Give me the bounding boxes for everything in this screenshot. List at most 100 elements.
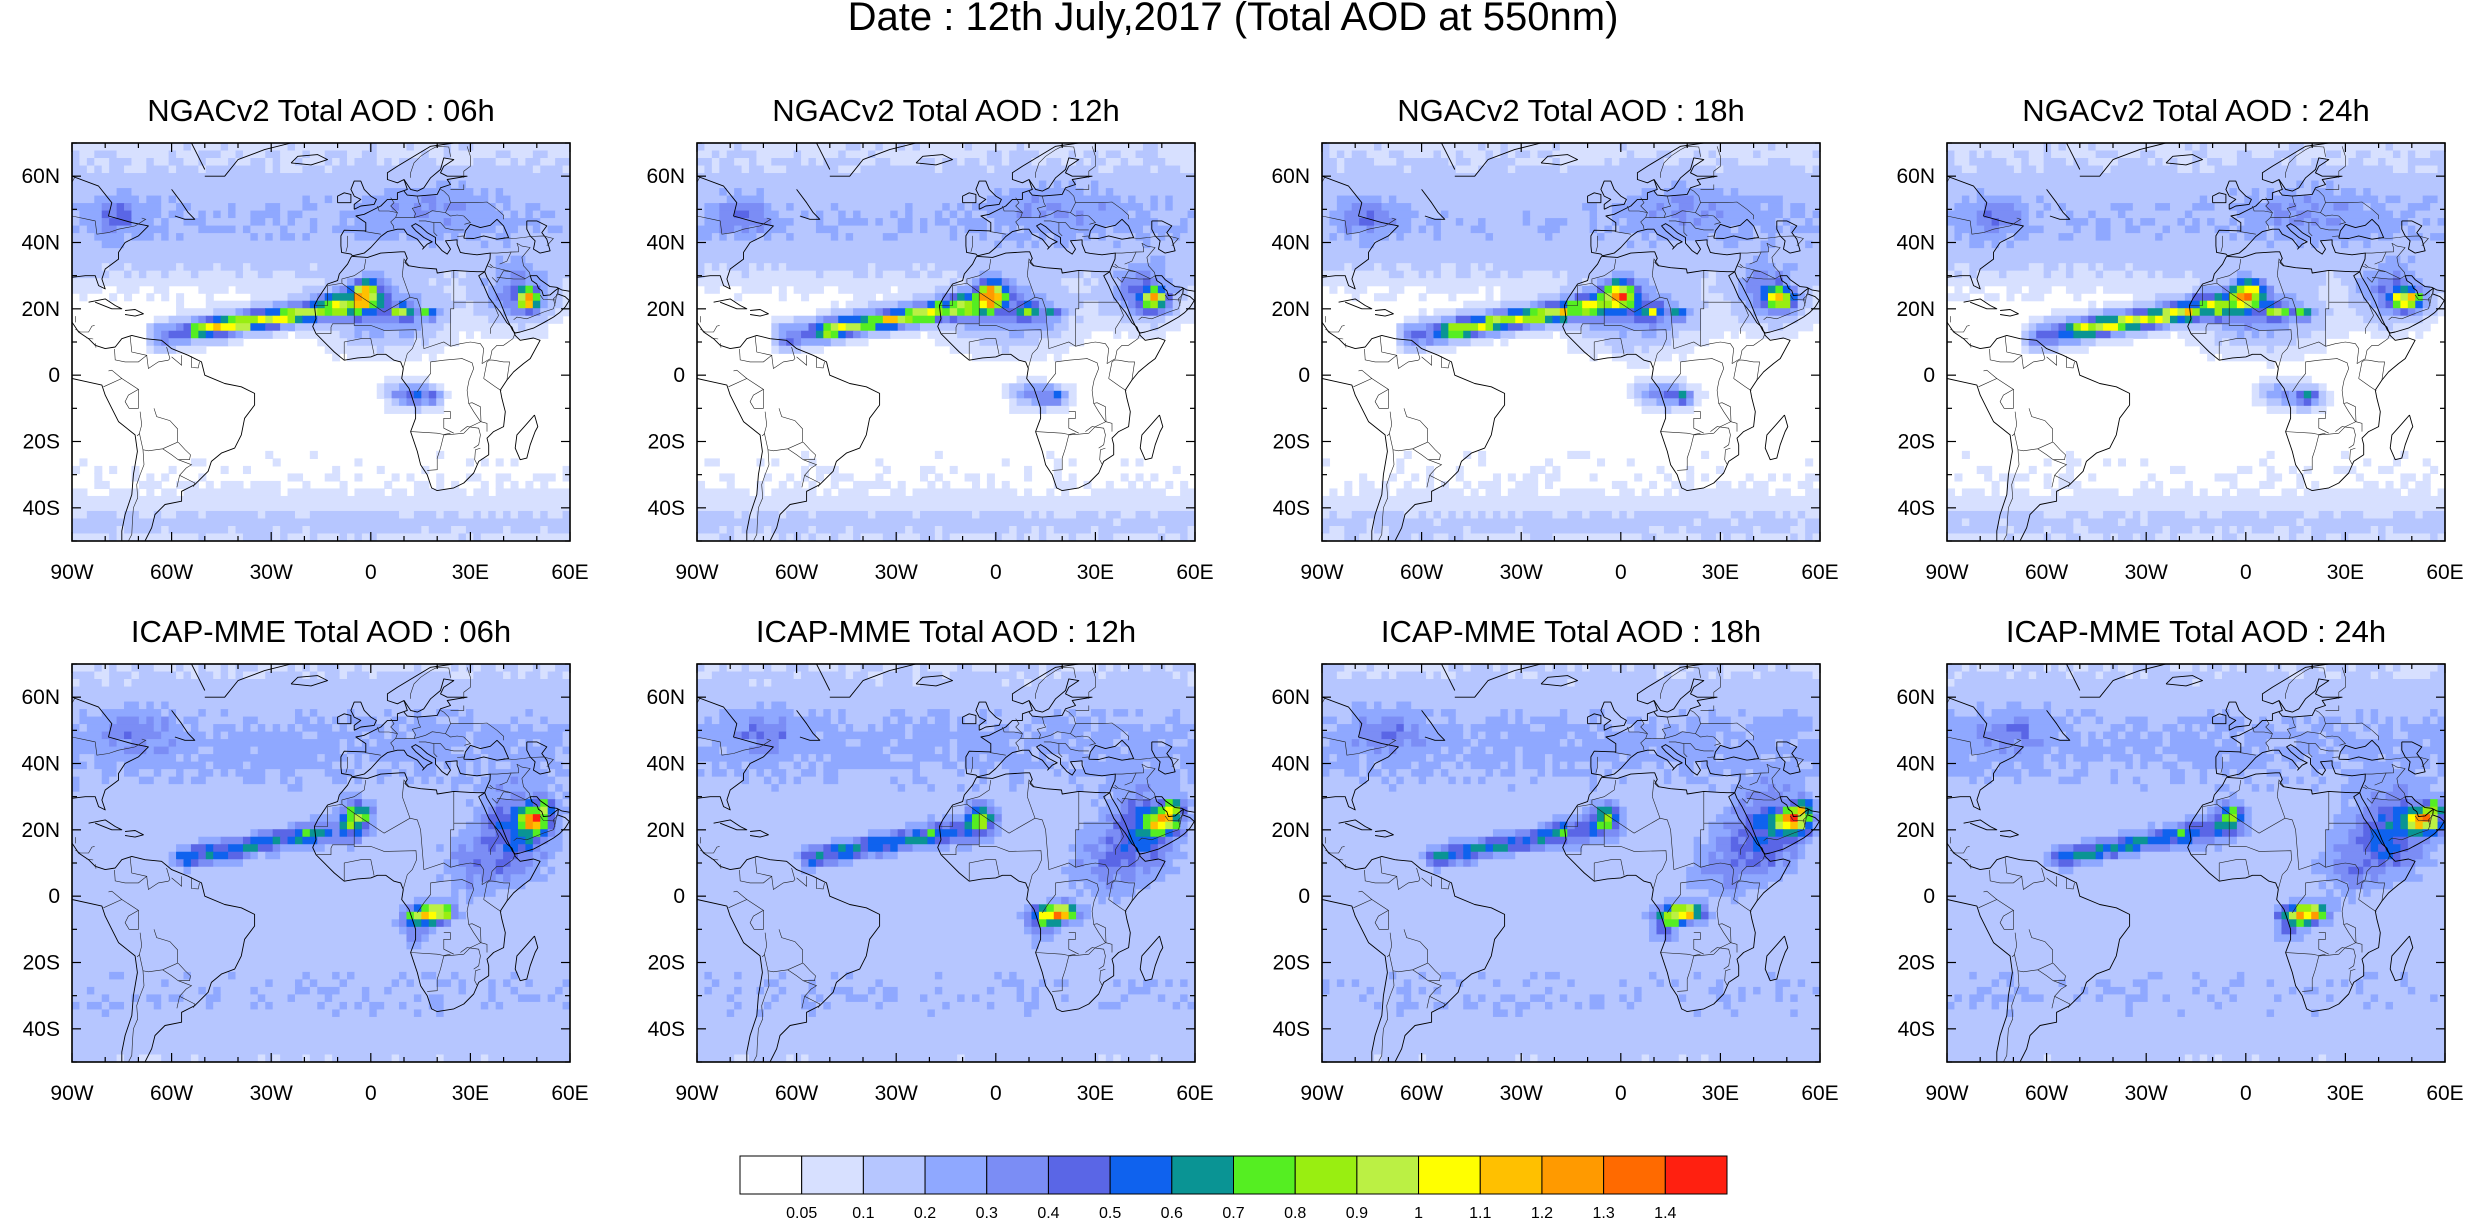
aod-cell <box>295 724 303 732</box>
aod-cell <box>1790 226 1820 234</box>
aod-cell <box>2281 301 2289 309</box>
aod-cell <box>1947 151 1955 159</box>
aod-cell <box>756 226 764 234</box>
aod-cell <box>280 769 295 777</box>
aod-cell <box>868 724 876 732</box>
aod-cell <box>2296 481 2304 489</box>
aod-cell <box>1433 331 1441 339</box>
aod-cell <box>1783 263 1798 271</box>
aod-cell <box>481 829 496 837</box>
aod-cell <box>198 316 206 324</box>
aod-cell <box>273 301 288 309</box>
aod-cell <box>2386 301 2394 309</box>
aod-cell <box>555 664 570 672</box>
aod-cell <box>1619 331 1627 339</box>
aod-cell <box>1143 308 1158 316</box>
aod-cell <box>697 256 1151 264</box>
aod-cell <box>905 316 913 324</box>
aod-cell <box>1954 271 1962 279</box>
aod-cell <box>72 286 102 294</box>
aod-cell <box>1560 158 1605 166</box>
aod-cell <box>965 822 973 830</box>
aod-cell <box>302 233 310 241</box>
aod-cell <box>496 889 571 897</box>
aod-cell <box>771 323 779 331</box>
aod-cell <box>2058 263 2066 271</box>
aod-cell <box>2393 301 2401 309</box>
aod-cell <box>927 218 935 226</box>
aod-cell <box>169 466 177 474</box>
aod-cell <box>102 709 162 717</box>
aod-cell <box>466 473 481 481</box>
aod-cell <box>2096 263 2104 271</box>
aod-cell <box>2259 458 2267 466</box>
aod-cell <box>1337 166 1345 174</box>
aod-cell <box>496 488 571 496</box>
aod-cell <box>2415 481 2430 489</box>
aod-cell <box>1567 338 1605 346</box>
aod-cell <box>1992 151 2015 159</box>
aod-cell <box>1367 211 1375 219</box>
aod-cell <box>1039 664 1047 672</box>
aod-cell <box>1009 331 1024 339</box>
aod-cell <box>1389 271 1404 279</box>
aod-cell <box>1031 747 1039 755</box>
aod-cell <box>1411 218 1426 226</box>
aod-cell <box>853 293 876 301</box>
aod-cell <box>1775 488 1790 496</box>
aod-cell <box>265 979 273 987</box>
aod-cell <box>950 316 958 324</box>
aod-cell <box>719 747 727 755</box>
aod-cell <box>2296 241 2304 249</box>
aod-cell <box>169 994 184 1002</box>
aod-cell <box>102 679 110 687</box>
aod-cell <box>228 331 236 339</box>
aod-cell <box>436 769 459 777</box>
y-tick-label: 20S <box>1898 431 1935 454</box>
aod-cell <box>2170 158 2178 166</box>
aod-cell <box>503 241 511 249</box>
aod-cell <box>1150 278 1158 286</box>
aod-cell <box>2088 323 2096 331</box>
aod-cell <box>1143 143 1158 151</box>
aod-cell <box>905 271 920 279</box>
aod-cell <box>72 278 325 286</box>
aod-cell <box>1024 391 1054 399</box>
aod-cell <box>965 203 973 211</box>
aod-cell <box>2289 526 2304 534</box>
aod-cell <box>994 709 1002 717</box>
aod-cell <box>1619 218 1627 226</box>
aod-cell <box>206 316 214 324</box>
aod-cell <box>221 323 236 331</box>
aod-cell <box>868 829 891 837</box>
aod-cell <box>697 248 1196 256</box>
aod-cell <box>719 526 727 534</box>
aod-cell <box>801 844 809 852</box>
aod-cell <box>890 717 898 725</box>
aod-cell <box>786 473 794 481</box>
aod-cell <box>213 769 221 777</box>
aod-cell <box>302 166 325 174</box>
aod-cell <box>325 829 333 837</box>
aod-cell <box>1396 346 1404 354</box>
aod-cell <box>124 702 139 710</box>
aod-cell <box>1165 724 1173 732</box>
aod-cell <box>124 241 429 249</box>
aod-cell <box>1441 271 1456 279</box>
aod-cell <box>250 218 265 226</box>
aod-cell <box>414 203 422 211</box>
aod-cell <box>1322 173 1821 181</box>
aod-cell <box>72 934 407 942</box>
aod-cell <box>2334 308 2357 316</box>
aod-cell <box>2408 286 2416 294</box>
aod-cell <box>2267 331 2275 339</box>
aod-cell <box>1977 218 1992 226</box>
aod-cell <box>794 672 802 680</box>
aod-cell <box>979 233 987 241</box>
aod-cell <box>2378 278 2393 286</box>
aod-cell <box>1106 203 1144 211</box>
aod-cell <box>875 271 883 279</box>
aod-cell <box>1180 762 1195 770</box>
aod-cell <box>1954 203 1984 211</box>
aod-cell <box>808 664 838 672</box>
